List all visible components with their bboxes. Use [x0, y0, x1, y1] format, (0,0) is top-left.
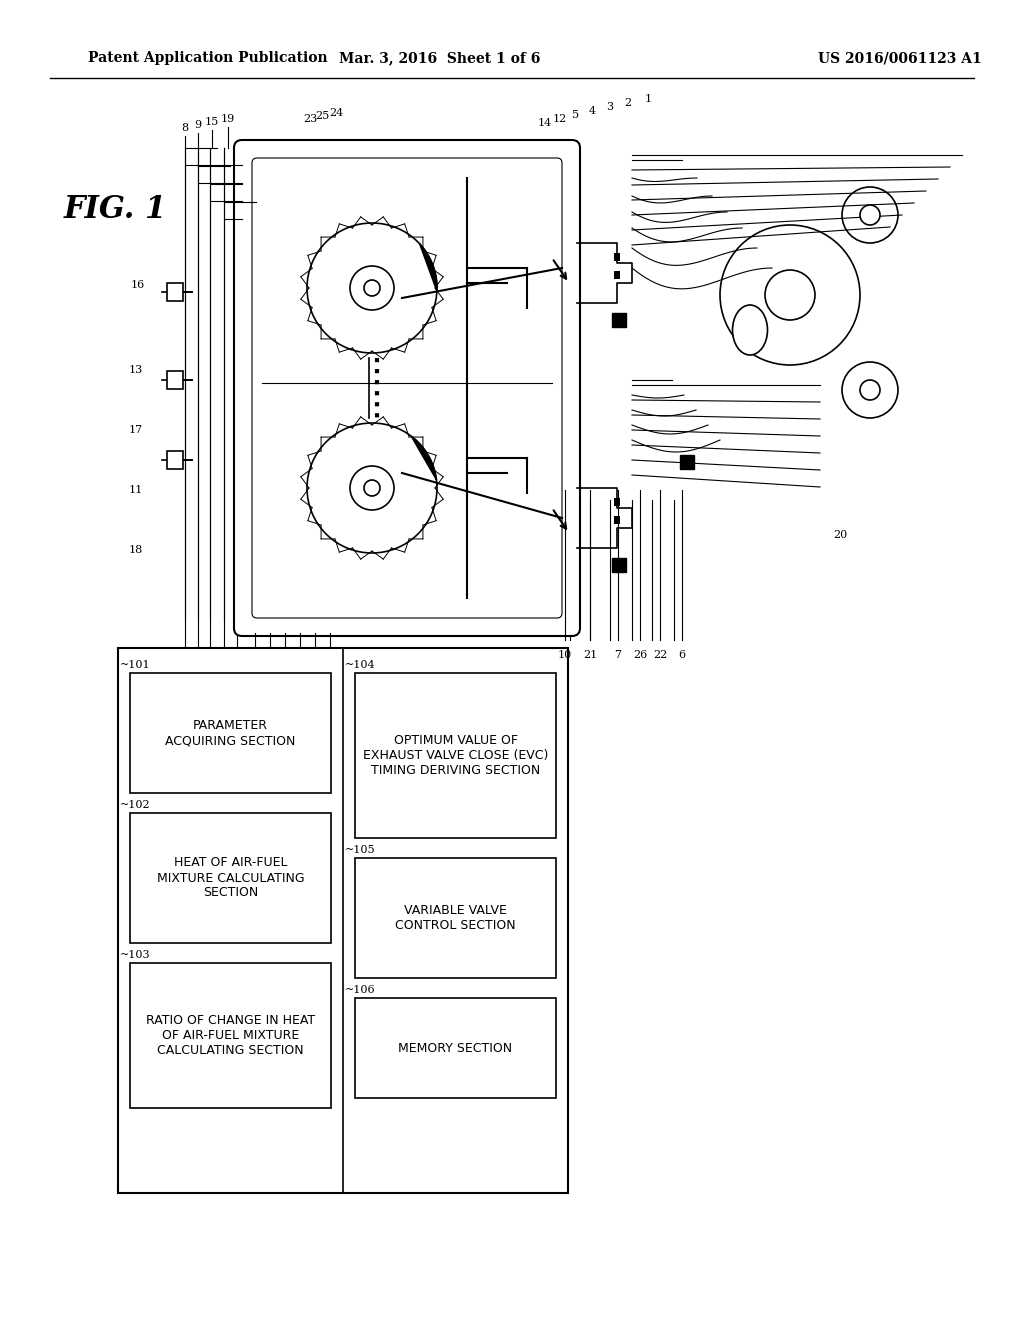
Bar: [167, 282, 183, 301]
Text: 3: 3: [606, 102, 613, 112]
Bar: [130, 964, 331, 1107]
Circle shape: [842, 187, 898, 243]
Text: 9: 9: [195, 120, 202, 129]
Circle shape: [842, 362, 898, 418]
Bar: [614, 271, 620, 279]
Text: Mar. 3, 2016  Sheet 1 of 6: Mar. 3, 2016 Sheet 1 of 6: [339, 51, 541, 65]
Text: PARAMETER
ACQUIRING SECTION: PARAMETER ACQUIRING SECTION: [165, 719, 296, 747]
Text: 13: 13: [129, 366, 143, 375]
Text: 2: 2: [625, 98, 632, 108]
Circle shape: [720, 224, 860, 366]
Bar: [680, 455, 694, 469]
Bar: [355, 673, 556, 838]
Text: 7: 7: [614, 649, 622, 660]
Circle shape: [307, 223, 437, 352]
Ellipse shape: [732, 305, 768, 355]
Text: ~104: ~104: [345, 660, 376, 671]
Text: 8: 8: [181, 123, 188, 133]
Text: ~101: ~101: [120, 660, 151, 671]
Circle shape: [860, 205, 880, 224]
Text: VARIABLE VALVE
CONTROL SECTION: VARIABLE VALVE CONTROL SECTION: [395, 904, 516, 932]
Circle shape: [860, 380, 880, 400]
Text: 25: 25: [314, 111, 329, 121]
Text: 5: 5: [572, 110, 580, 120]
Text: 14: 14: [538, 117, 552, 128]
Bar: [118, 648, 568, 1193]
Text: 6: 6: [679, 649, 685, 660]
Circle shape: [765, 271, 815, 319]
Text: 10: 10: [558, 649, 572, 660]
Text: 26: 26: [633, 649, 647, 660]
Bar: [130, 813, 331, 942]
Text: 17: 17: [129, 425, 143, 436]
Text: 18: 18: [129, 545, 143, 554]
Text: OPTIMUM VALUE OF
EXHAUST VALVE CLOSE (EVC)
TIMING DERIVING SECTION: OPTIMUM VALUE OF EXHAUST VALVE CLOSE (EV…: [362, 734, 548, 777]
Text: 22: 22: [653, 649, 667, 660]
Text: Patent Application Publication: Patent Application Publication: [88, 51, 328, 65]
Circle shape: [364, 480, 380, 496]
Circle shape: [307, 422, 437, 553]
Text: 16: 16: [131, 280, 145, 290]
Bar: [614, 516, 620, 524]
Bar: [612, 313, 626, 327]
Text: ~103: ~103: [120, 950, 151, 960]
Bar: [167, 451, 183, 469]
Text: ~105: ~105: [345, 845, 376, 855]
Text: ~102: ~102: [120, 800, 151, 810]
Text: 21: 21: [583, 649, 597, 660]
Circle shape: [350, 466, 394, 510]
Text: HEAT OF AIR-FUEL
MIXTURE CALCULATING
SECTION: HEAT OF AIR-FUEL MIXTURE CALCULATING SEC…: [157, 857, 304, 899]
Text: 19: 19: [221, 114, 236, 124]
Polygon shape: [412, 436, 436, 480]
Bar: [130, 673, 331, 793]
Text: ~106: ~106: [345, 985, 376, 995]
Text: 20: 20: [833, 531, 847, 540]
Text: 15: 15: [205, 117, 219, 127]
Text: 1: 1: [644, 94, 651, 104]
Text: US 2016/0061123 A1: US 2016/0061123 A1: [818, 51, 982, 65]
Text: 4: 4: [589, 106, 596, 116]
Bar: [355, 858, 556, 978]
Bar: [612, 558, 626, 572]
Circle shape: [350, 267, 394, 310]
Circle shape: [364, 280, 380, 296]
Text: 11: 11: [129, 484, 143, 495]
Text: MEMORY SECTION: MEMORY SECTION: [398, 1041, 513, 1055]
Bar: [167, 371, 183, 389]
Text: 12: 12: [553, 114, 567, 124]
Text: RATIO OF CHANGE IN HEAT
OF AIR-FUEL MIXTURE
CALCULATING SECTION: RATIO OF CHANGE IN HEAT OF AIR-FUEL MIXT…: [146, 1014, 315, 1057]
Text: FIG. 1: FIG. 1: [63, 194, 167, 226]
Bar: [355, 998, 556, 1098]
Polygon shape: [420, 244, 437, 292]
Bar: [614, 498, 620, 506]
Bar: [614, 253, 620, 261]
Text: 24: 24: [329, 108, 343, 117]
Text: 23: 23: [303, 114, 317, 124]
FancyBboxPatch shape: [234, 140, 580, 636]
